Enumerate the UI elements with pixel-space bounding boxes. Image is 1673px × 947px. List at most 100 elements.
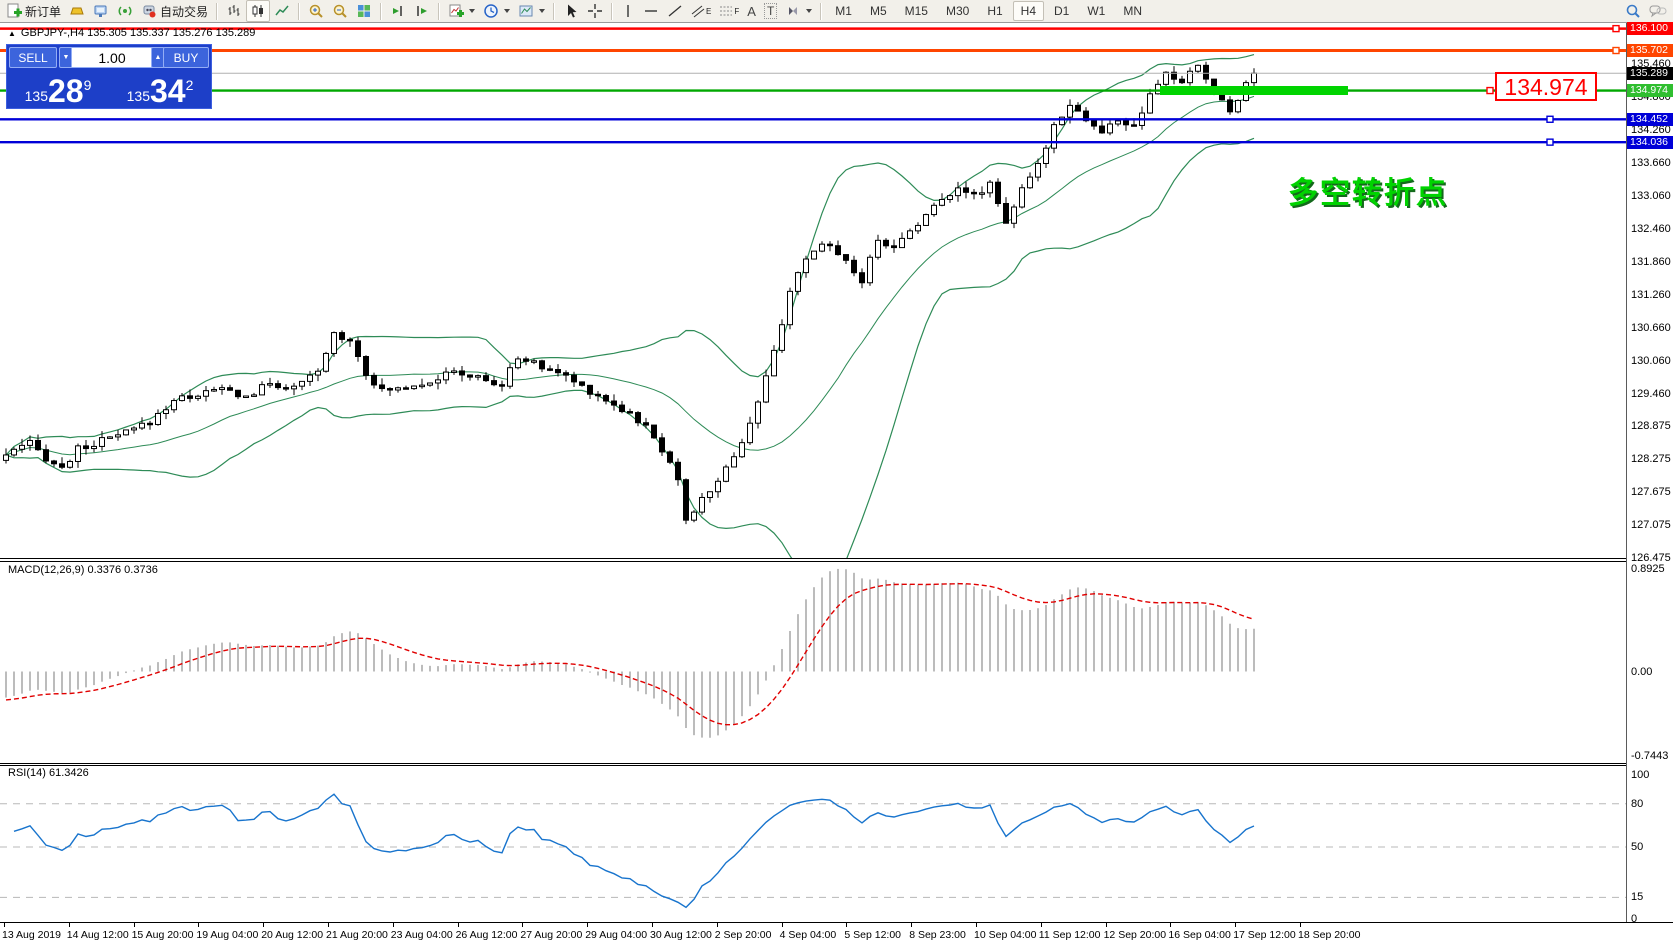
rsi-panel[interactable] <box>0 766 1626 922</box>
candle-body <box>307 374 313 382</box>
buy-button[interactable]: BUY <box>163 47 209 68</box>
autotrading-button[interactable]: 自动交易 <box>137 0 212 22</box>
time-label: 26 Aug 12:00 <box>455 929 518 941</box>
time-axis[interactable]: 13 Aug 2019 14 Aug 12:00 15 Aug 20:00 19 Au… <box>0 922 1673 947</box>
chart-candles-button[interactable] <box>246 0 271 22</box>
candle-body <box>75 445 81 462</box>
candle-body <box>907 230 913 239</box>
candle-body <box>723 466 729 482</box>
zoom-out-icon <box>333 4 347 18</box>
main-chart-panel[interactable] <box>0 23 1626 558</box>
tile-windows-button[interactable] <box>352 0 376 22</box>
timeframe-button-d1[interactable]: D1 <box>1054 4 1070 18</box>
templates-button[interactable] <box>514 0 549 22</box>
timeframe-button-m1[interactable]: M1 <box>835 4 852 18</box>
one-click-collapse-icon[interactable]: ▲ <box>8 28 16 38</box>
candle-body <box>499 384 505 387</box>
chart-line-icon <box>275 5 289 16</box>
templates-dropdown-caret[interactable] <box>539 9 546 13</box>
new-order-button[interactable]: 新订单 <box>2 0 65 22</box>
chat-button[interactable] <box>1645 0 1671 22</box>
candle-body <box>379 384 385 390</box>
candle-body <box>675 461 681 481</box>
timeframe-button-mn[interactable]: MN <box>1123 4 1143 18</box>
candle-body <box>579 381 585 386</box>
rsi-axis-100: 100 <box>1631 769 1650 781</box>
text-label-button[interactable]: T <box>760 0 781 22</box>
candle-body <box>555 369 561 374</box>
zoom-out-button[interactable] <box>328 0 352 22</box>
candle-body <box>523 358 529 362</box>
candle-body <box>899 237 905 249</box>
equidistant-channel-button[interactable]: E <box>687 0 715 22</box>
rsi-axis-80: 80 <box>1631 797 1644 810</box>
sell-price[interactable]: 135 28 9 <box>9 70 107 108</box>
time-tick <box>4 923 5 927</box>
time-label: 15 Aug 20:00 <box>131 929 194 941</box>
time-label: 14 Aug 12:00 <box>66 929 129 941</box>
periods-button[interactable] <box>479 0 514 22</box>
timeframe-button-m15[interactable]: M15 <box>904 4 928 18</box>
timeframe-bar: M1 M5 M15 M30 H1 H4 D1 W1 MN <box>826 1 1151 21</box>
price-chart-svg[interactable] <box>0 23 1626 558</box>
timeframe-button-h4[interactable]: H4 <box>1012 1 1044 21</box>
crosshair-button[interactable] <box>583 0 607 22</box>
time-label: 17 Sep 12:00 <box>1233 929 1296 941</box>
chart-bars-button[interactable] <box>222 0 246 22</box>
sell-button[interactable]: SELL <box>9 47 57 68</box>
chart-line-button[interactable] <box>270 0 294 22</box>
indicators-button[interactable] <box>444 0 479 22</box>
vertical-line-button[interactable] <box>617 0 639 22</box>
price-tick-130.660: 130.660 <box>1631 321 1671 334</box>
chart-shift-button[interactable] <box>410 0 434 22</box>
cursor-button[interactable] <box>559 0 583 22</box>
timeframe-button-m30[interactable]: M30 <box>945 4 970 18</box>
price-tick-128.875: 128.875 <box>1631 420 1671 432</box>
chart-annotation-text[interactable]: 多空转折点 <box>1288 177 1448 210</box>
fibonacci-button[interactable]: F <box>715 0 743 22</box>
time-tick <box>1040 923 1042 927</box>
text-tool-button[interactable]: A <box>743 0 760 22</box>
price-callout-box[interactable]: 134.974 <box>1495 72 1597 101</box>
gold-ingot-button[interactable] <box>65 0 89 22</box>
candle-body <box>283 387 289 390</box>
tile-windows-icon <box>358 5 371 17</box>
indicators-dropdown-caret[interactable] <box>469 9 476 13</box>
candle-body <box>1051 124 1057 149</box>
volume-input[interactable] <box>71 47 153 68</box>
candle-body <box>91 445 97 450</box>
arrows-dropdown-caret[interactable] <box>806 9 813 13</box>
candle-body <box>155 412 161 426</box>
zoom-in-button[interactable] <box>304 0 328 22</box>
candle-body <box>427 382 433 386</box>
candle-body <box>267 383 273 386</box>
candle-body <box>651 424 657 439</box>
candle-body <box>1251 72 1257 84</box>
candle-body <box>451 370 457 373</box>
search-button[interactable] <box>1621 0 1645 22</box>
time-tick <box>1300 923 1301 927</box>
rsi-svg[interactable] <box>0 766 1626 922</box>
macd-svg[interactable] <box>0 562 1626 763</box>
candle-body <box>235 389 241 398</box>
signals-button[interactable] <box>113 0 137 22</box>
macd-panel[interactable] <box>0 562 1626 763</box>
candle-body <box>275 383 281 389</box>
auto-scroll-button[interactable] <box>386 0 410 22</box>
timeframe-button-m5[interactable]: M5 <box>869 4 887 18</box>
virtual-hosting-button[interactable] <box>89 0 113 22</box>
candle-body <box>931 204 937 216</box>
templates-icon <box>519 5 533 17</box>
trendline-button[interactable] <box>663 0 687 22</box>
timeframe-button-w1[interactable]: W1 <box>1087 4 1106 18</box>
price-tick-133.660: 133.660 <box>1631 156 1671 169</box>
autotrading-label: 自动交易 <box>160 4 209 19</box>
periods-dropdown-caret[interactable] <box>504 9 511 13</box>
panel-separator[interactable] <box>0 763 1626 766</box>
panel-separator[interactable] <box>0 558 1626 562</box>
arrows-tool-button[interactable] <box>781 0 816 22</box>
time-tick <box>522 923 524 927</box>
horizontal-line-button[interactable] <box>639 0 663 22</box>
timeframe-button-h1[interactable]: H1 <box>987 4 1003 18</box>
buy-price[interactable]: 135 34 2 <box>111 70 209 108</box>
